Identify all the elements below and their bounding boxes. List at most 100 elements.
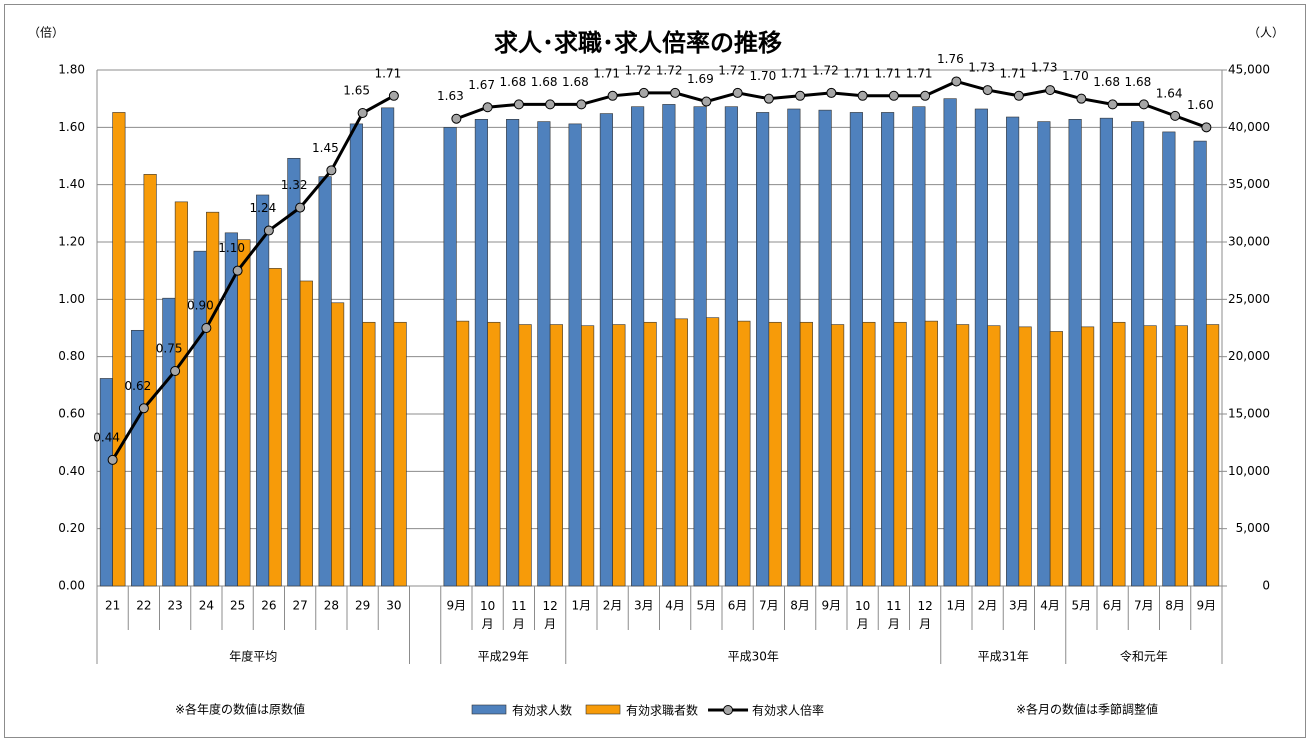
y2-tick-label: 10,000 bbox=[1228, 464, 1270, 478]
legend-swatch bbox=[723, 705, 734, 715]
x-tick-label: 28 bbox=[324, 599, 339, 613]
y-tick-label: 1.00 bbox=[58, 292, 85, 306]
bar bbox=[518, 324, 532, 587]
bar bbox=[706, 317, 720, 587]
line-marker bbox=[951, 76, 962, 87]
x-tick-label: 6月 bbox=[1103, 599, 1123, 613]
x-tick-label: 5月 bbox=[697, 599, 717, 613]
line-marker bbox=[701, 96, 712, 107]
bar bbox=[1081, 326, 1095, 587]
x-tick-label: 25 bbox=[230, 599, 245, 613]
x-tick-label: 29 bbox=[355, 599, 370, 613]
line-marker bbox=[295, 202, 306, 213]
bar bbox=[206, 211, 220, 587]
bar bbox=[943, 98, 957, 587]
line-marker bbox=[763, 93, 774, 104]
bar bbox=[612, 324, 626, 587]
x-tick-label: 7月 bbox=[1134, 599, 1154, 613]
bar bbox=[1018, 326, 1032, 587]
line-marker bbox=[1107, 99, 1118, 110]
line-marker bbox=[795, 90, 806, 101]
bar bbox=[381, 107, 395, 587]
chart-title: 求人･求職･求人倍率の推移 bbox=[494, 29, 782, 57]
data-label: 1.72 bbox=[812, 63, 839, 77]
bar bbox=[787, 108, 801, 587]
data-label: 1.10 bbox=[218, 241, 245, 255]
bar bbox=[1206, 324, 1220, 587]
x-tick-label: 12 月 bbox=[917, 599, 932, 631]
bar bbox=[487, 321, 501, 587]
bar bbox=[331, 302, 345, 587]
data-label: 1.68 bbox=[1093, 75, 1120, 89]
data-label: 1.71 bbox=[875, 66, 902, 80]
x-tick-label: 3月 bbox=[1009, 599, 1029, 613]
x-tick-label: 10 月 bbox=[855, 599, 870, 631]
data-label: 1.70 bbox=[1062, 69, 1089, 83]
line-marker bbox=[513, 99, 524, 110]
data-label: 1.73 bbox=[1031, 61, 1058, 75]
x-tick-label: 10 月 bbox=[480, 599, 495, 631]
bar bbox=[674, 318, 688, 587]
x-tick-label: 4月 bbox=[665, 599, 685, 613]
x-tick-label: 24 bbox=[199, 599, 214, 613]
line-marker bbox=[1201, 122, 1212, 133]
x-tick-label: 11 月 bbox=[511, 599, 526, 631]
bar bbox=[349, 123, 363, 587]
bar bbox=[924, 320, 938, 587]
bar bbox=[1131, 121, 1145, 587]
data-label: 1.71 bbox=[375, 66, 402, 80]
x-tick-label: 5月 bbox=[1072, 599, 1092, 613]
line-marker bbox=[263, 225, 274, 236]
bar bbox=[893, 321, 907, 587]
line-marker bbox=[670, 87, 681, 98]
x-tick-label: 12 月 bbox=[542, 599, 557, 631]
data-label: 1.65 bbox=[343, 84, 370, 98]
bar bbox=[393, 321, 407, 587]
y-tick-label: 0.20 bbox=[58, 521, 85, 535]
data-label: 0.90 bbox=[187, 299, 214, 313]
bar bbox=[974, 108, 988, 587]
x-tick-label: 8月 bbox=[790, 599, 810, 613]
x-tick-label: 21 bbox=[105, 599, 120, 613]
y-tick-label: 1.20 bbox=[58, 235, 85, 249]
y-tick-label: 1.60 bbox=[58, 120, 85, 134]
y2-tick-label: 45,000 bbox=[1228, 63, 1270, 77]
line-marker bbox=[1045, 85, 1056, 96]
line-marker bbox=[201, 323, 212, 333]
data-label: 1.69 bbox=[687, 72, 714, 86]
y-tick-label: 1.40 bbox=[58, 177, 85, 191]
bar bbox=[956, 324, 970, 587]
bar bbox=[581, 325, 595, 587]
data-label: 0.75 bbox=[156, 342, 183, 356]
x-tick-label: 2月 bbox=[603, 599, 623, 613]
group-label: 年度平均 bbox=[229, 649, 277, 664]
y-tick-label: 0.00 bbox=[58, 579, 85, 593]
group-label: 令和元年 bbox=[1120, 649, 1168, 664]
line-marker bbox=[732, 87, 743, 98]
line-marker bbox=[888, 90, 899, 101]
x-tick-label: 4月 bbox=[1040, 599, 1060, 613]
line-marker bbox=[920, 90, 931, 101]
line-marker bbox=[576, 99, 587, 110]
data-label: 1.32 bbox=[281, 178, 308, 192]
bar bbox=[1112, 321, 1126, 587]
data-label: 1.67 bbox=[468, 78, 495, 92]
y2-tick-label: 5,000 bbox=[1236, 521, 1270, 535]
data-label: 1.24 bbox=[250, 201, 277, 215]
x-tick-label: 1月 bbox=[947, 599, 967, 613]
line-marker bbox=[982, 85, 993, 96]
bar bbox=[287, 157, 301, 587]
x-tick-label: 3月 bbox=[634, 599, 654, 613]
bar bbox=[99, 378, 113, 587]
line-marker bbox=[451, 113, 462, 124]
bar bbox=[549, 324, 563, 587]
legend-swatch bbox=[471, 704, 507, 715]
line-marker bbox=[545, 99, 556, 110]
data-label: 1.68 bbox=[500, 75, 527, 89]
line-marker bbox=[826, 87, 837, 98]
y2-tick-label: 15,000 bbox=[1228, 407, 1270, 421]
x-tick-label: 6月 bbox=[728, 599, 748, 613]
bar bbox=[1049, 331, 1063, 587]
bar bbox=[112, 112, 126, 587]
